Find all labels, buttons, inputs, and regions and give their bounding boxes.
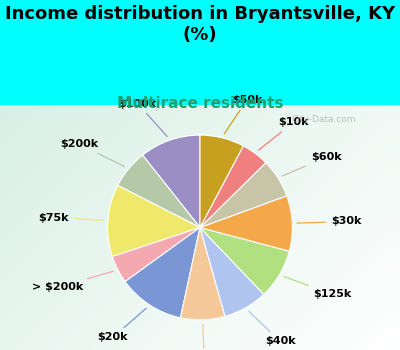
Wedge shape (200, 228, 264, 316)
Text: > $200k: > $200k (32, 271, 114, 292)
Wedge shape (200, 135, 243, 228)
Text: City-Data.com: City-Data.com (292, 116, 357, 125)
Text: $50k: $50k (224, 95, 262, 134)
Text: Multirace residents: Multirace residents (117, 96, 283, 111)
Text: $200k: $200k (60, 139, 124, 167)
Text: $150k: $150k (185, 324, 223, 350)
Text: Income distribution in Bryantsville, KY
(%): Income distribution in Bryantsville, KY … (5, 5, 395, 44)
Text: $100k: $100k (119, 99, 167, 136)
Text: $10k: $10k (258, 117, 309, 150)
Text: $40k: $40k (249, 311, 296, 346)
Wedge shape (200, 196, 292, 251)
Wedge shape (200, 163, 287, 228)
Wedge shape (108, 186, 200, 257)
Wedge shape (118, 155, 200, 228)
Text: $30k: $30k (297, 217, 362, 226)
Wedge shape (142, 135, 200, 228)
Text: $75k: $75k (39, 212, 103, 223)
Text: $60k: $60k (282, 152, 342, 176)
Wedge shape (200, 146, 266, 228)
Wedge shape (125, 228, 200, 318)
Text: $125k: $125k (284, 276, 351, 299)
Wedge shape (112, 228, 200, 282)
Wedge shape (180, 228, 225, 320)
Wedge shape (200, 228, 289, 294)
Text: $20k: $20k (98, 308, 146, 342)
